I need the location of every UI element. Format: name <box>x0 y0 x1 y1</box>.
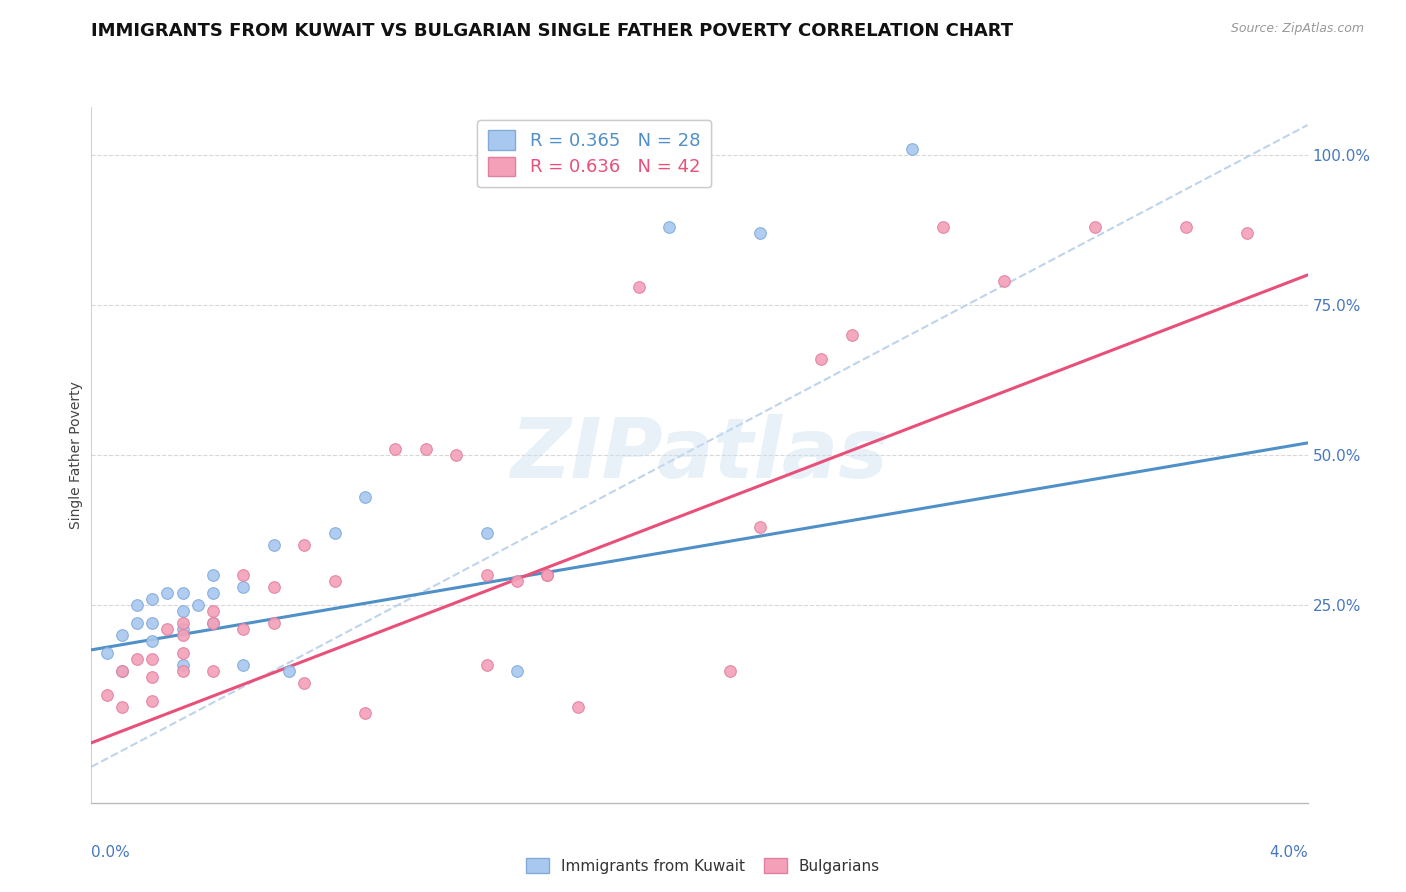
Point <box>111 664 134 678</box>
Point <box>475 525 498 540</box>
Point <box>172 657 194 672</box>
Point <box>384 442 406 456</box>
Point <box>658 219 681 234</box>
Point <box>506 574 529 588</box>
Text: 0.0%: 0.0% <box>91 845 131 860</box>
Point <box>263 538 285 552</box>
Point <box>232 622 254 636</box>
Point <box>125 615 148 630</box>
Text: Source: ZipAtlas.com: Source: ZipAtlas.com <box>1230 22 1364 36</box>
Point <box>111 664 134 678</box>
Point <box>187 598 209 612</box>
Point <box>141 670 163 684</box>
Point <box>202 615 225 630</box>
Point <box>567 699 589 714</box>
Point <box>202 586 225 600</box>
Point <box>172 646 194 660</box>
Point <box>202 615 225 630</box>
Text: 4.0%: 4.0% <box>1268 845 1308 860</box>
Point <box>1084 219 1107 234</box>
Point <box>172 664 194 678</box>
Point <box>141 694 163 708</box>
Point <box>156 586 179 600</box>
Point <box>202 604 225 618</box>
Point <box>292 676 315 690</box>
Point <box>415 442 437 456</box>
Point <box>536 567 558 582</box>
Point <box>125 652 148 666</box>
Point <box>475 567 498 582</box>
Point <box>718 664 741 678</box>
Point <box>141 591 163 606</box>
Point <box>156 622 179 636</box>
Point <box>172 628 194 642</box>
Point <box>202 567 225 582</box>
Point <box>536 567 558 582</box>
Point <box>354 490 377 504</box>
Point <box>232 567 254 582</box>
Point <box>931 219 953 234</box>
Y-axis label: Single Father Poverty: Single Father Poverty <box>69 381 83 529</box>
Point <box>172 622 194 636</box>
Point <box>749 226 772 240</box>
Point <box>172 586 194 600</box>
Point <box>323 525 346 540</box>
Point <box>141 615 163 630</box>
Point <box>278 664 301 678</box>
Point <box>111 628 134 642</box>
Point <box>111 699 134 714</box>
Point <box>263 580 285 594</box>
Point <box>96 688 118 702</box>
Point <box>506 664 529 678</box>
Point <box>232 657 254 672</box>
Point <box>354 706 377 720</box>
Point <box>993 274 1015 288</box>
Point <box>901 142 924 156</box>
Point <box>172 615 194 630</box>
Point <box>841 328 863 343</box>
Point <box>749 520 772 534</box>
Legend: Immigrants from Kuwait, Bulgarians: Immigrants from Kuwait, Bulgarians <box>520 852 886 880</box>
Point <box>475 657 498 672</box>
Point <box>263 615 285 630</box>
Point <box>202 664 225 678</box>
Text: IMMIGRANTS FROM KUWAIT VS BULGARIAN SINGLE FATHER POVERTY CORRELATION CHART: IMMIGRANTS FROM KUWAIT VS BULGARIAN SING… <box>91 22 1014 40</box>
Point <box>1236 226 1258 240</box>
Point <box>96 646 118 660</box>
Point <box>323 574 346 588</box>
Text: ZIPatlas: ZIPatlas <box>510 415 889 495</box>
Point <box>172 604 194 618</box>
Point <box>232 580 254 594</box>
Point <box>141 652 163 666</box>
Point <box>627 280 650 294</box>
Point <box>1174 219 1197 234</box>
Point <box>810 351 832 366</box>
Point <box>292 538 315 552</box>
Point <box>444 448 467 462</box>
Point <box>125 598 148 612</box>
Point <box>141 633 163 648</box>
Legend: R = 0.365   N = 28, R = 0.636   N = 42: R = 0.365 N = 28, R = 0.636 N = 42 <box>478 120 711 187</box>
